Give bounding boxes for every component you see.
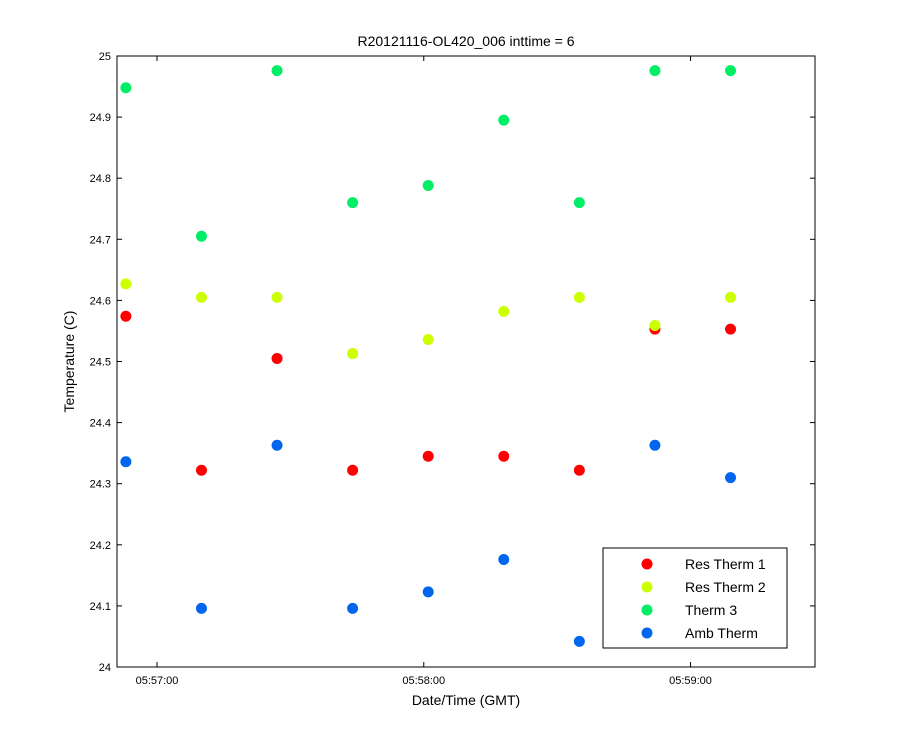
x-tick-label: 05:57:00 bbox=[136, 675, 179, 687]
data-point-therm-3 bbox=[725, 65, 737, 77]
data-point-res-therm-1 bbox=[422, 450, 434, 462]
y-tick-label: 24.4 bbox=[90, 418, 111, 430]
x-axis-title: Date/Time (GMT) bbox=[412, 692, 520, 708]
data-point-res-therm-2 bbox=[195, 291, 207, 303]
data-point-res-therm-1 bbox=[271, 352, 283, 364]
data-point-amb-therm bbox=[271, 439, 283, 451]
legend-marker bbox=[641, 581, 653, 593]
data-point-amb-therm bbox=[573, 635, 585, 647]
data-point-res-therm-2 bbox=[649, 319, 661, 331]
legend-marker bbox=[641, 604, 653, 616]
data-point-res-therm-2 bbox=[347, 348, 359, 360]
x-tick-label: 05:58:00 bbox=[402, 675, 445, 687]
data-point-res-therm-1 bbox=[725, 323, 737, 335]
y-tick-label: 24.3 bbox=[90, 479, 111, 491]
data-points bbox=[120, 65, 737, 647]
data-point-amb-therm bbox=[498, 553, 510, 565]
data-point-amb-therm bbox=[422, 586, 434, 598]
legend-marker bbox=[641, 627, 653, 639]
data-point-therm-3 bbox=[649, 65, 661, 77]
y-tick-label: 24.9 bbox=[90, 112, 111, 124]
y-tick-label: 24.7 bbox=[90, 234, 111, 246]
legend-marker bbox=[641, 558, 653, 570]
y-tick-label: 24.5 bbox=[90, 357, 111, 369]
y-axis-title: Temperature (C) bbox=[61, 311, 77, 413]
x-tick-label: 05:59:00 bbox=[669, 675, 712, 687]
data-point-amb-therm bbox=[725, 472, 737, 484]
data-point-res-therm-2 bbox=[573, 291, 585, 303]
y-tick-label: 24.8 bbox=[90, 173, 111, 185]
legend-label: Res Therm 2 bbox=[685, 579, 766, 595]
data-point-res-therm-1 bbox=[498, 450, 510, 462]
data-point-res-therm-1 bbox=[347, 464, 359, 476]
data-point-res-therm-1 bbox=[573, 464, 585, 476]
data-point-res-therm-2 bbox=[498, 305, 510, 317]
y-tick-label: 25 bbox=[99, 51, 111, 63]
data-point-res-therm-2 bbox=[422, 334, 434, 346]
data-point-therm-3 bbox=[347, 197, 359, 209]
y-tick-label: 24.6 bbox=[90, 295, 111, 307]
data-point-therm-3 bbox=[271, 65, 283, 77]
y-tick-label: 24 bbox=[99, 662, 111, 674]
data-point-therm-3 bbox=[422, 180, 434, 192]
data-point-therm-3 bbox=[120, 82, 132, 94]
data-point-amb-therm bbox=[120, 456, 132, 468]
x-axis: 05:57:00 05:58:00 05:59:00 bbox=[136, 56, 712, 687]
legend-label: Therm 3 bbox=[685, 602, 737, 618]
legend-label: Amb Therm bbox=[685, 625, 758, 641]
y-axis: 24 24.1 24.2 24.3 24.4 24.5 24.6 24.7 24.8 24.9 25 bbox=[90, 51, 815, 674]
data-point-therm-3 bbox=[195, 230, 207, 242]
data-point-res-therm-2 bbox=[725, 291, 737, 303]
y-tick-label: 24.1 bbox=[90, 601, 111, 613]
chart-title: R20121116-OL420_006 inttime = 6 bbox=[357, 33, 574, 49]
legend-label: Res Therm 1 bbox=[685, 556, 766, 572]
data-point-therm-3 bbox=[573, 197, 585, 209]
data-point-therm-3 bbox=[498, 114, 510, 126]
legend-box bbox=[602, 547, 788, 649]
legend: Res Therm 1 Res Therm 2 Therm 3 Amb Therm bbox=[602, 547, 788, 649]
data-point-amb-therm bbox=[195, 602, 207, 614]
y-tick-label: 24.2 bbox=[90, 540, 111, 552]
data-point-amb-therm bbox=[649, 439, 661, 451]
data-point-res-therm-1 bbox=[120, 310, 132, 322]
data-point-res-therm-2 bbox=[271, 291, 283, 303]
data-point-res-therm-1 bbox=[195, 464, 207, 476]
data-point-amb-therm bbox=[347, 602, 359, 614]
data-point-res-therm-2 bbox=[120, 278, 132, 290]
